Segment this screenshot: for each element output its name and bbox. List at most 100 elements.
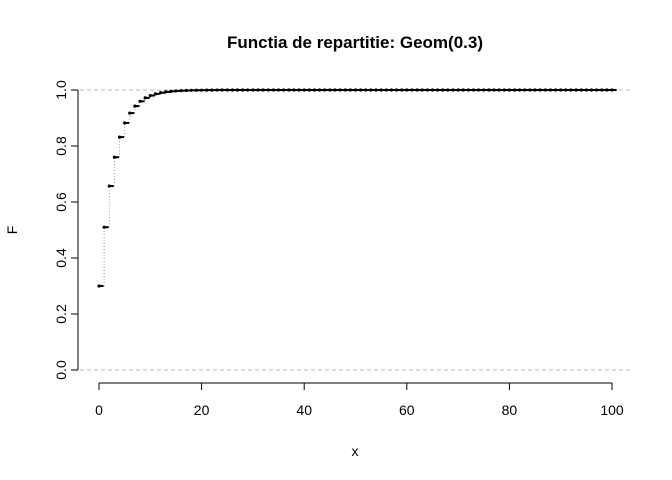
step-point bbox=[369, 88, 373, 92]
x-tick-label: 20 bbox=[194, 402, 210, 418]
step-point bbox=[595, 88, 599, 92]
step-point bbox=[389, 88, 394, 92]
step-point bbox=[543, 88, 547, 92]
step-point bbox=[323, 88, 327, 92]
step-point bbox=[471, 88, 476, 92]
step-point bbox=[394, 88, 399, 92]
x-tick-label: 40 bbox=[296, 402, 312, 418]
step-point bbox=[420, 88, 424, 92]
step-point bbox=[271, 88, 276, 92]
step-point bbox=[200, 88, 204, 92]
step-point bbox=[384, 88, 388, 92]
step-point bbox=[466, 88, 470, 92]
step-point bbox=[194, 88, 199, 92]
step-point bbox=[528, 88, 532, 92]
x-tick-label: 80 bbox=[502, 402, 518, 418]
y-tick-label: 0.2 bbox=[53, 304, 69, 324]
x-tick-label: 60 bbox=[399, 402, 415, 418]
step-point bbox=[189, 88, 193, 92]
step-point bbox=[364, 88, 368, 92]
step-point bbox=[379, 88, 383, 92]
chart-title: Functia de repartitie: Geom(0.3) bbox=[227, 33, 483, 52]
step-point bbox=[600, 88, 604, 92]
step-point bbox=[287, 88, 291, 92]
step-point bbox=[477, 88, 481, 92]
step-point bbox=[174, 89, 178, 93]
step-point bbox=[184, 88, 188, 93]
step-point bbox=[482, 88, 486, 92]
step-point bbox=[143, 96, 147, 100]
step-point bbox=[451, 88, 455, 92]
x-axis: 0 20 40 60 80 100 bbox=[95, 382, 624, 418]
step-point bbox=[148, 93, 152, 98]
step-point bbox=[97, 284, 101, 288]
reference-lines bbox=[80, 89, 633, 371]
step-point bbox=[605, 88, 609, 92]
step-point bbox=[256, 88, 260, 92]
x-tick-label: 100 bbox=[600, 402, 624, 418]
step-point bbox=[512, 88, 517, 92]
step-point bbox=[230, 88, 234, 92]
step-point bbox=[215, 88, 219, 92]
y-tick-label: 1.0 bbox=[53, 80, 69, 100]
step-point bbox=[559, 88, 563, 92]
step-point bbox=[374, 88, 378, 92]
step-point bbox=[317, 88, 322, 92]
step-point bbox=[246, 88, 250, 92]
step-point bbox=[276, 88, 281, 92]
step-point bbox=[533, 88, 537, 92]
step-point bbox=[548, 88, 553, 92]
step-point bbox=[158, 91, 163, 95]
step-risers bbox=[103, 90, 192, 286]
y-tick-label: 0.4 bbox=[53, 248, 69, 268]
step-point bbox=[415, 88, 419, 92]
step-point bbox=[497, 88, 501, 92]
step-point bbox=[564, 88, 568, 92]
step-point bbox=[235, 88, 240, 92]
step-point bbox=[353, 88, 358, 92]
y-axis: 0.0 0.2 0.4 0.6 0.8 1.0 bbox=[53, 80, 79, 380]
y-tick-label: 0.8 bbox=[53, 136, 69, 156]
step-point bbox=[502, 88, 506, 92]
step-point bbox=[107, 184, 111, 188]
step-point bbox=[123, 121, 127, 125]
step-point bbox=[164, 90, 168, 94]
step-point bbox=[610, 88, 614, 92]
step-point bbox=[128, 111, 132, 115]
step-point bbox=[261, 88, 265, 92]
step-point bbox=[302, 88, 306, 92]
step-point bbox=[292, 88, 296, 92]
step-point bbox=[210, 88, 214, 92]
step-point bbox=[446, 88, 450, 92]
step-point bbox=[405, 88, 409, 92]
step-point bbox=[456, 88, 460, 92]
step-point bbox=[307, 88, 311, 92]
step-point bbox=[589, 88, 594, 92]
step-point bbox=[430, 88, 435, 92]
step-point bbox=[441, 88, 445, 92]
step-point bbox=[328, 88, 332, 92]
step-point bbox=[205, 88, 209, 92]
step-point bbox=[225, 88, 229, 92]
step-points bbox=[97, 88, 614, 288]
step-point bbox=[133, 104, 137, 108]
step-point bbox=[333, 88, 337, 92]
step-point bbox=[282, 88, 286, 92]
step-point bbox=[220, 88, 224, 92]
step-point bbox=[312, 88, 317, 92]
step-point bbox=[112, 155, 116, 159]
step-point bbox=[461, 88, 465, 92]
step-point bbox=[569, 88, 573, 92]
step-point bbox=[400, 88, 404, 92]
step-point bbox=[425, 88, 429, 92]
x-axis-label: x bbox=[352, 443, 359, 459]
step-point bbox=[538, 88, 542, 92]
step-point bbox=[117, 135, 122, 139]
y-tick-label: 0.0 bbox=[53, 360, 69, 380]
step-point bbox=[359, 88, 363, 92]
step-point bbox=[492, 88, 496, 92]
step-point bbox=[241, 88, 245, 92]
step-point bbox=[579, 88, 583, 92]
step-point bbox=[553, 88, 558, 92]
step-point bbox=[410, 88, 414, 92]
